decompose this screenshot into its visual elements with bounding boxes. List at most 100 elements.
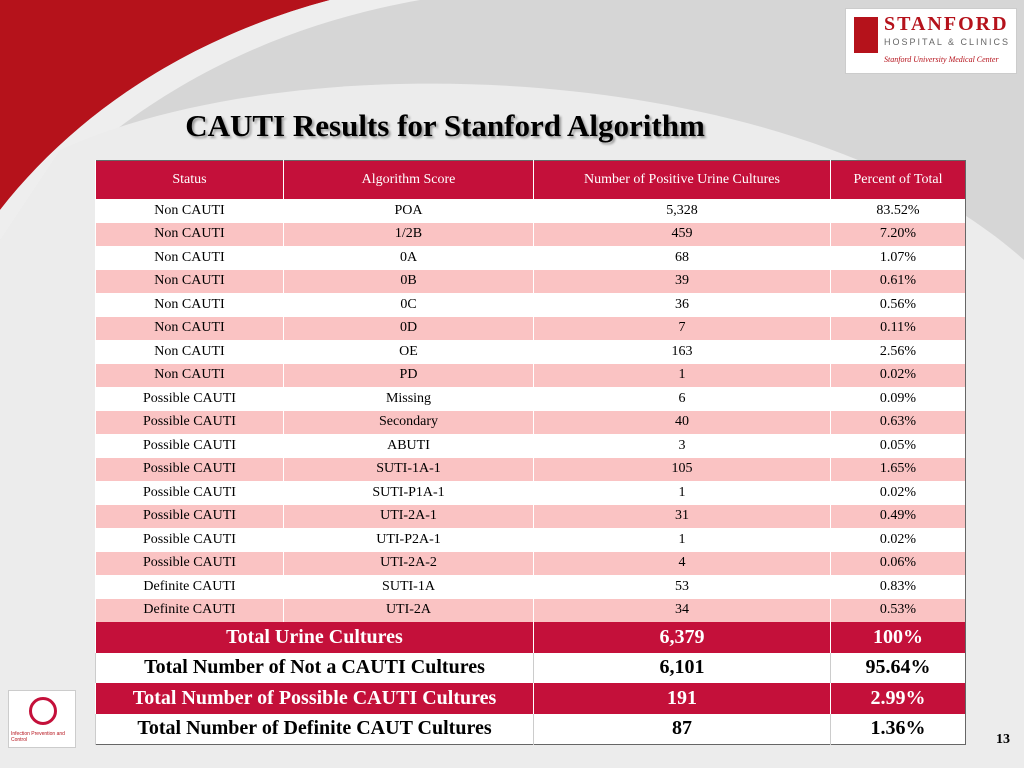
logo-name: STANFORD: [884, 13, 1009, 35]
table-row: Non CAUTI POA 5,328 83.52%: [95, 199, 966, 223]
table-cell: 0.63%: [830, 410, 966, 434]
table-row: Non CAUTI PD 1 0.02%: [95, 363, 966, 387]
table-cell: 0D: [283, 316, 534, 340]
table-row: Non CAUTI 0D 7 0.11%: [95, 316, 966, 340]
table-cell: 7: [533, 316, 831, 340]
table-cell: Possible CAUTI: [95, 434, 284, 458]
table-cell: 40: [533, 410, 831, 434]
table-cell: UTI-2A: [283, 598, 534, 622]
table-cell: Missing: [283, 387, 534, 411]
table-cell: Non CAUTI: [95, 340, 284, 364]
table-cell: 0.83%: [830, 575, 966, 599]
total-row: Total Number of Possible CAUTI Cultures 1…: [95, 683, 966, 714]
table-cell: OE: [283, 340, 534, 364]
total-cell: 95.64%: [830, 652, 966, 683]
table-cell: Non CAUTI: [95, 363, 284, 387]
table-cell: 459: [533, 222, 831, 246]
header-cell: Algorithm Score: [283, 160, 534, 199]
table-cell: Possible CAUTI: [95, 481, 284, 505]
total-row: Total Number of Not a CAUTI Cultures 6,10…: [95, 652, 966, 683]
table-cell: SUTI-P1A-1: [283, 481, 534, 505]
table-cell: 0.49%: [830, 504, 966, 528]
table-cell: 39: [533, 269, 831, 293]
table-cell: Non CAUTI: [95, 199, 284, 223]
table-cell: Non CAUTI: [95, 222, 284, 246]
table-cell: Definite CAUTI: [95, 598, 284, 622]
table-cell: 31: [533, 504, 831, 528]
total-cell: Total Urine Cultures: [95, 622, 534, 653]
table-cell: SUTI-1A-1: [283, 457, 534, 481]
table-cell: 0.53%: [830, 598, 966, 622]
table-row: Definite CAUTI SUTI-1A 53 0.83%: [95, 575, 966, 599]
table-cell: 105: [533, 457, 831, 481]
total-cell: Total Number of Not a CAUTI Cultures: [95, 652, 534, 683]
table-cell: 0.11%: [830, 316, 966, 340]
table-row: Possible CAUTI ABUTI 3 0.05%: [95, 434, 966, 458]
table-cell: Possible CAUTI: [95, 504, 284, 528]
total-cell: 191: [533, 683, 831, 714]
table-cell: 0.02%: [830, 363, 966, 387]
table-cell: 2.56%: [830, 340, 966, 364]
header-row: Status Algorithm Score Number of Positive …: [95, 160, 966, 199]
table-cell: Possible CAUTI: [95, 528, 284, 552]
badge-text: Infection Prevention and Control: [11, 731, 65, 743]
total-cell: 87: [533, 713, 831, 745]
table-cell: 0.61%: [830, 269, 966, 293]
table-row: Possible CAUTI SUTI-1A-1 105 1.65%: [95, 457, 966, 481]
table-cell: POA: [283, 199, 534, 223]
header-cell: Number of Positive Urine Cultures: [533, 160, 831, 199]
table-cell: 1: [533, 528, 831, 552]
logo-subtitle: HOSPITAL & CLINICS: [884, 37, 1011, 47]
table-cell: 1: [533, 363, 831, 387]
table-row: Non CAUTI 0A 68 1.07%: [95, 246, 966, 270]
badge: Infection Prevention and Control: [8, 690, 76, 748]
logo: STANFORD HOSPITAL & CLINICS Stanford Uni…: [845, 8, 1017, 74]
total-cell: 6,101: [533, 652, 831, 683]
table-row: Possible CAUTI SUTI-P1A-1 1 0.02%: [95, 481, 966, 505]
table-row: Definite CAUTI UTI-2A 34 0.53%: [95, 598, 966, 622]
table-cell: 5,328: [533, 199, 831, 223]
table-row: Non CAUTI OE 163 2.56%: [95, 340, 966, 364]
table-cell: 0.05%: [830, 434, 966, 458]
table-row: Non CAUTI 1/2B 459 7.20%: [95, 222, 966, 246]
table-cell: 0.56%: [830, 293, 966, 317]
logo-center: Stanford University Medical Center: [884, 55, 999, 64]
total-cell: 2.99%: [830, 683, 966, 714]
table-cell: 3: [533, 434, 831, 458]
table-row: Possible CAUTI UTI-2A-2 4 0.06%: [95, 551, 966, 575]
table-cell: 0.09%: [830, 387, 966, 411]
total-cell: 100%: [830, 622, 966, 653]
table-cell: Non CAUTI: [95, 316, 284, 340]
table-cell: SUTI-1A: [283, 575, 534, 599]
table-cell: 83.52%: [830, 199, 966, 223]
table-cell: ABUTI: [283, 434, 534, 458]
badge-ring: [29, 697, 57, 725]
total-cell: 1.36%: [830, 713, 966, 745]
table-cell: 1/2B: [283, 222, 534, 246]
total-row: Total Number of Definite CAUT Cultures 87…: [95, 713, 966, 745]
table-cell: Non CAUTI: [95, 293, 284, 317]
table-cell: 0A: [283, 246, 534, 270]
table-cell: 34: [533, 598, 831, 622]
table-cell: 0C: [283, 293, 534, 317]
table-cell: Possible CAUTI: [95, 387, 284, 411]
table-row: Non CAUTI 0B 39 0.61%: [95, 269, 966, 293]
table-cell: Non CAUTI: [95, 269, 284, 293]
table-cell: 1: [533, 481, 831, 505]
table-cell: 0B: [283, 269, 534, 293]
table-cell: 0.06%: [830, 551, 966, 575]
results-table: Status Algorithm Score Number of Positive …: [95, 160, 966, 745]
table-cell: 0.02%: [830, 481, 966, 505]
table-cell: Secondary: [283, 410, 534, 434]
table-cell: UTI-2A-1: [283, 504, 534, 528]
table-row: Possible CAUTI Missing 6 0.09%: [95, 387, 966, 411]
page-number: 13: [996, 732, 1010, 747]
total-cell: Total Number of Possible CAUTI Cultures: [95, 683, 534, 714]
table-cell: 7.20%: [830, 222, 966, 246]
table-cell: 4: [533, 551, 831, 575]
table-cell: 36: [533, 293, 831, 317]
slide-title: CAUTI Results for Stanford Algorithm: [185, 108, 705, 143]
total-cell: 6,379: [533, 622, 831, 653]
table-cell: UTI-P2A-1: [283, 528, 534, 552]
